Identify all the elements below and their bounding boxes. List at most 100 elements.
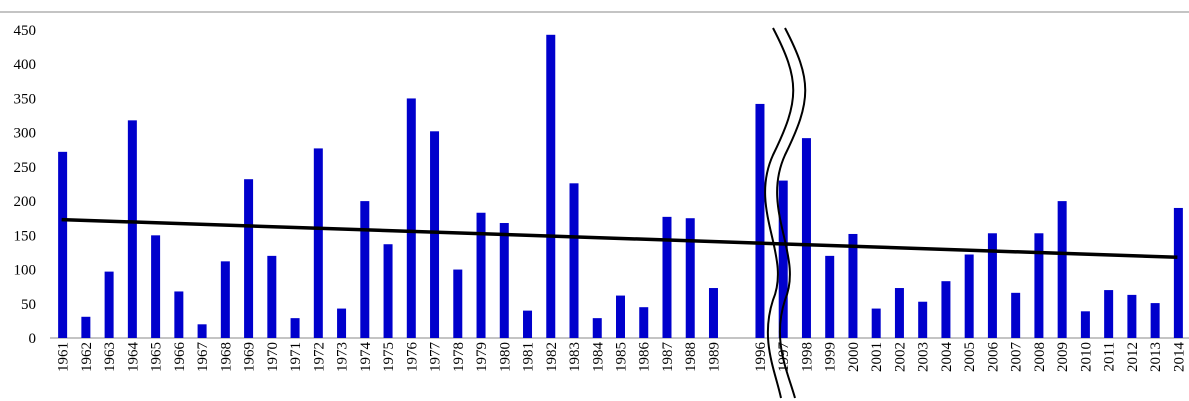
- bar: [453, 269, 463, 338]
- bar: [267, 255, 277, 338]
- x-tick-label: 2000: [846, 342, 862, 372]
- bar: [964, 254, 974, 338]
- x-tick-label: 2005: [962, 342, 978, 372]
- x-tick-label: 1986: [637, 342, 653, 373]
- x-tick-label: 1977: [428, 342, 444, 373]
- x-tick-label: 1978: [451, 342, 467, 372]
- bar: [918, 301, 928, 338]
- y-tick-label: 150: [14, 228, 37, 244]
- x-tick-label: 1983: [567, 342, 583, 372]
- x-tick-label: 1982: [544, 342, 560, 372]
- bar: [685, 218, 695, 338]
- x-tick-label: 1970: [265, 342, 281, 372]
- x-tick-label: 2010: [1078, 342, 1094, 372]
- x-tick-label: 1966: [172, 342, 188, 373]
- bar: [1011, 292, 1021, 338]
- bar: [220, 261, 230, 338]
- axis-break-mark: [764, 27, 807, 399]
- bar: [894, 288, 904, 338]
- x-tick-label: 1984: [590, 342, 606, 373]
- y-tick-label: 50: [21, 297, 36, 313]
- x-tick-label: 2013: [1148, 342, 1164, 372]
- x-axis-ticks: 1961 1962 1963 1964 1965 1966 1967 1968 1969 1970…: [56, 342, 1188, 373]
- bar: [499, 223, 509, 338]
- bar: [1104, 290, 1114, 338]
- trend-line: [61, 217, 1178, 259]
- x-tick-label: 2001: [869, 342, 885, 372]
- x-tick-label: 1964: [125, 342, 141, 373]
- x-tick-label: 1985: [614, 342, 630, 372]
- bar: [1080, 311, 1090, 338]
- x-tick-label: 1972: [311, 342, 327, 372]
- y-tick-label: 300: [14, 126, 37, 142]
- bar: [987, 233, 997, 338]
- bar: [1034, 233, 1044, 338]
- bar: [244, 179, 254, 338]
- axis-break-curve-right: [776, 27, 807, 399]
- x-tick-label: 1996: [753, 342, 769, 373]
- bar: [104, 271, 114, 338]
- x-tick-label: 1973: [335, 342, 351, 372]
- x-tick-label: 1998: [799, 342, 815, 372]
- bar: [755, 103, 765, 338]
- x-tick-label: 1968: [218, 342, 234, 372]
- bar: [801, 138, 811, 338]
- x-tick-label: 1965: [149, 342, 165, 372]
- bar: [848, 233, 858, 338]
- x-tick-label: 1962: [79, 342, 95, 372]
- y-tick-label: 250: [14, 160, 37, 176]
- y-tick-label: 100: [14, 263, 37, 279]
- x-tick-label: 2007: [1009, 342, 1025, 373]
- x-tick-label: 1989: [706, 342, 722, 372]
- bar: [1057, 201, 1067, 338]
- bar: [313, 148, 323, 338]
- x-tick-label: 2012: [1125, 342, 1141, 372]
- bar: [523, 310, 533, 338]
- x-tick-label: 1963: [102, 342, 118, 372]
- bar: [360, 201, 370, 338]
- bar: [127, 120, 137, 338]
- axis-break-curve-left: [764, 27, 795, 399]
- bar: [151, 235, 161, 338]
- bar: [825, 255, 835, 338]
- bar: [569, 183, 579, 338]
- y-tick-label: 450: [14, 23, 37, 39]
- bar: [1150, 303, 1160, 338]
- bar: [476, 212, 486, 338]
- x-tick-label: 1961: [56, 342, 72, 372]
- y-tick-label: 350: [14, 91, 37, 107]
- bars: [58, 34, 1183, 339]
- bar: [871, 308, 881, 338]
- bar: [337, 308, 347, 338]
- y-tick-label: 200: [14, 194, 37, 210]
- bar: [197, 324, 207, 338]
- x-tick-label: 1997: [776, 342, 792, 373]
- bar: [941, 281, 951, 338]
- y-tick-label: 0: [29, 331, 37, 347]
- x-tick-label: 1971: [288, 342, 304, 372]
- x-tick-label: 2004: [939, 342, 955, 373]
- bar: [383, 244, 393, 338]
- y-axis-ticks: 0 50 100 150 200 250 300 350 400 450: [14, 23, 37, 347]
- x-tick-label: 1969: [242, 342, 258, 372]
- x-tick-label: 2014: [1171, 342, 1187, 373]
- bar: [1173, 207, 1183, 338]
- x-tick-label: 1976: [404, 342, 420, 373]
- y-tick-label: 400: [14, 57, 37, 73]
- bar: [778, 180, 788, 338]
- bar: [174, 291, 184, 338]
- bar: [406, 98, 416, 338]
- bar: [546, 34, 556, 339]
- bar: [58, 151, 68, 338]
- x-tick-label: 1999: [823, 342, 839, 372]
- x-tick-label: 1974: [358, 342, 374, 373]
- bar: [1127, 294, 1137, 338]
- bar: [290, 318, 300, 338]
- x-tick-label: 1980: [497, 342, 513, 372]
- x-tick-label: 1981: [521, 342, 537, 372]
- x-tick-label: 2006: [985, 342, 1001, 373]
- x-tick-label: 2011: [1102, 342, 1118, 371]
- x-tick-label: 1987: [660, 342, 676, 373]
- bar: [662, 216, 672, 338]
